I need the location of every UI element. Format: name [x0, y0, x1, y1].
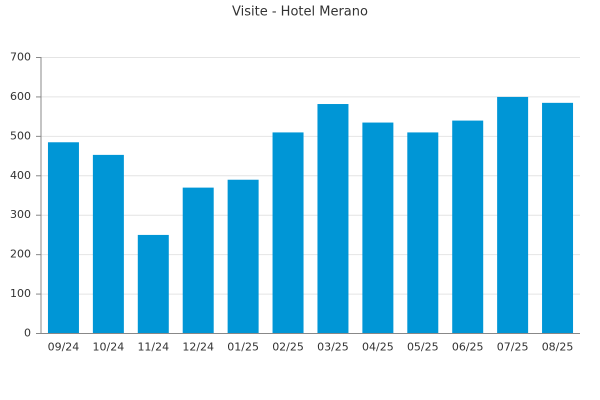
y-tick-label: 400 — [10, 169, 31, 182]
bar — [92, 154, 124, 334]
bar — [497, 96, 529, 334]
y-tick-label: 100 — [10, 287, 31, 300]
bar — [407, 132, 439, 334]
x-tick-label: 04/25 — [362, 341, 394, 354]
bar — [272, 132, 304, 334]
bar — [362, 122, 394, 334]
x-tick-label: 07/25 — [497, 341, 529, 354]
y-tick-label: 500 — [10, 129, 31, 142]
x-tick-label: 10/24 — [93, 341, 125, 354]
chart-title: Visite - Hotel Merano — [232, 5, 368, 20]
bar — [317, 104, 349, 334]
x-tick-label: 06/25 — [452, 341, 484, 354]
bar — [227, 179, 259, 334]
y-tick-label: 300 — [10, 208, 31, 221]
y-tick-label: 600 — [10, 90, 31, 103]
y-tick-label: 0 — [24, 327, 31, 340]
bar — [137, 234, 169, 334]
bar — [47, 142, 79, 334]
x-tick-label: 01/25 — [227, 341, 259, 354]
x-tick-label: 02/25 — [272, 341, 304, 354]
y-tick-label: 200 — [10, 248, 31, 261]
x-tick-label: 11/24 — [137, 341, 169, 354]
x-tick-label: 09/24 — [48, 341, 80, 354]
bar — [452, 120, 484, 334]
bar — [182, 187, 214, 334]
x-tick-label: 08/25 — [542, 341, 574, 354]
y-tick-label: 700 — [10, 51, 31, 64]
bar — [542, 102, 574, 334]
x-tick-label: 03/25 — [317, 341, 349, 354]
x-tick-label: 12/24 — [182, 341, 214, 354]
x-tick-label: 05/25 — [407, 341, 439, 354]
